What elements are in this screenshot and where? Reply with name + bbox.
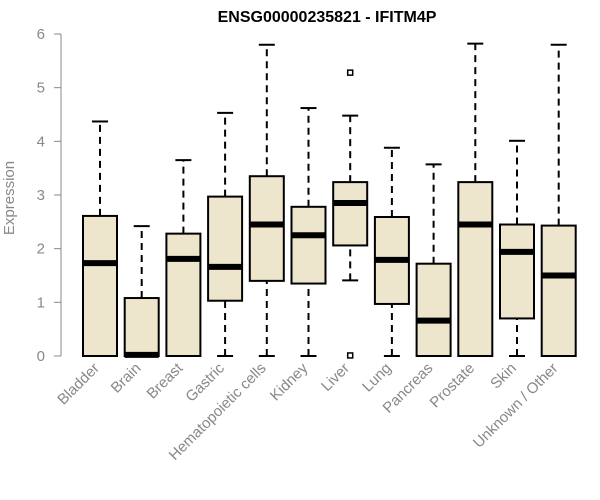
x-tick-label: Breast <box>144 359 187 402</box>
box-10 <box>499 139 535 357</box>
box-7 <box>373 146 410 357</box>
y-axis-label: Expression <box>1 161 18 235</box>
y-tick-label: 1 <box>37 294 45 311</box>
x-tick-label: Prostate <box>427 360 479 412</box>
x-tick-label: Brain <box>108 360 145 397</box>
box-3 <box>207 111 244 357</box>
box-5 <box>290 107 327 357</box>
outlier-point <box>346 69 354 76</box>
box-body <box>499 223 535 320</box>
x-tick-label: Lung <box>359 360 395 396</box>
chart-title: ENSG00000235821 - IFITM4P <box>218 9 437 26</box>
box-group <box>82 42 577 359</box>
box-body <box>82 214 118 357</box>
box-6 <box>332 69 369 359</box>
box-body <box>207 195 244 302</box>
box-body <box>415 262 452 357</box>
y-tick-label: 3 <box>37 187 45 204</box>
box-body <box>248 175 285 282</box>
y-axis: 0 1 2 3 4 5 6 <box>37 26 62 365</box>
box-1 <box>123 225 160 358</box>
box-body <box>540 224 577 357</box>
box-8 <box>415 163 452 357</box>
y-tick-label: 0 <box>37 348 45 365</box>
y-tick-label: 2 <box>37 241 45 258</box>
x-tick-label: Bladder <box>54 360 103 409</box>
box-0 <box>82 120 118 357</box>
box-2 <box>165 159 202 357</box>
box-body <box>165 232 202 357</box>
box-body <box>332 181 369 247</box>
box-body <box>290 205 327 285</box>
x-tick-label: Liver <box>318 360 353 395</box>
box-11 <box>540 43 577 357</box>
box-4 <box>248 43 285 357</box>
box-9 <box>457 42 494 357</box>
y-tick-label: 5 <box>37 80 45 97</box>
y-tick-label: 4 <box>37 133 45 150</box>
x-tick-label: Kidney <box>267 359 312 404</box>
y-tick-label: 6 <box>37 26 45 43</box>
box-body <box>123 297 160 358</box>
box-body <box>457 181 494 357</box>
outlier-point <box>346 352 354 359</box>
x-tick-label: Skin <box>487 360 520 393</box>
